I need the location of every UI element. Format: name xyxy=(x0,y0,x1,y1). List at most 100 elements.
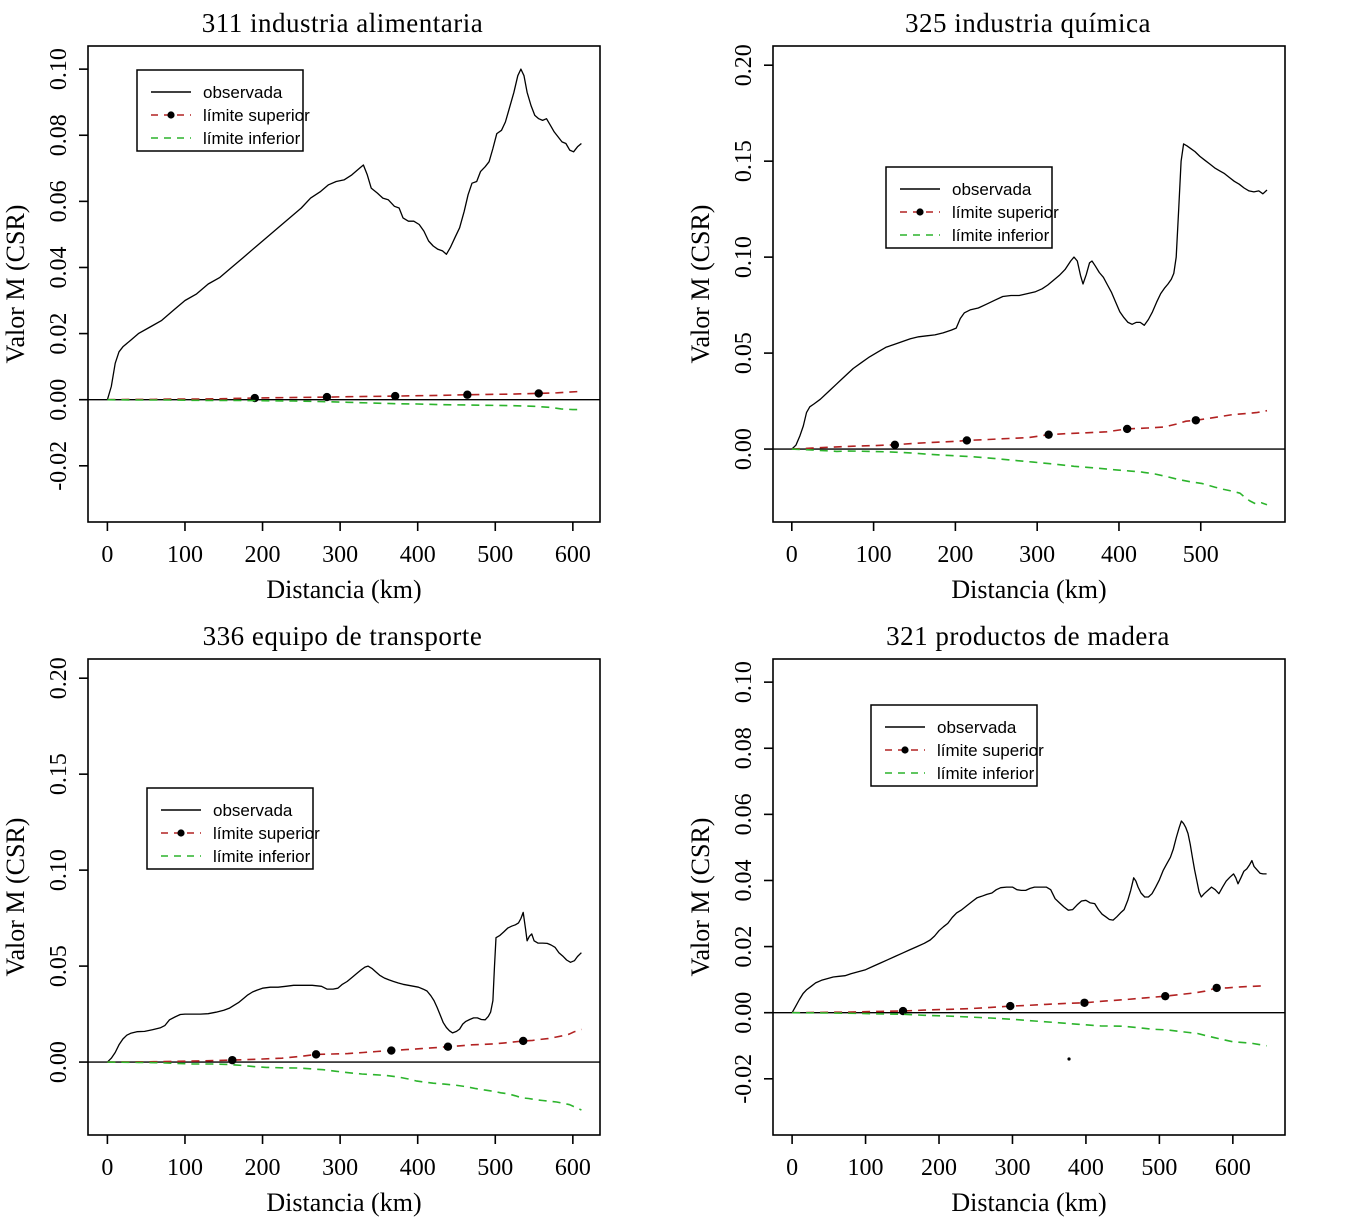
y-tick-label: 0.20 xyxy=(731,44,757,86)
x-tick-label: 100 xyxy=(167,542,203,568)
x-tick-label: 200 xyxy=(245,1155,281,1181)
y-tick-label: 0.08 xyxy=(46,114,72,156)
chart-title: 336 equipo de transporte xyxy=(202,621,483,651)
series-limite-inferior xyxy=(107,398,582,411)
legend-marker-dot xyxy=(177,829,185,837)
legend-marker-dot xyxy=(916,208,924,216)
y-tick-label: 0.00 xyxy=(46,1041,72,1083)
plot-box xyxy=(87,45,601,523)
plot-box xyxy=(772,658,1286,1136)
marker-dot xyxy=(1161,991,1170,1001)
marker-dot xyxy=(898,1006,908,1016)
legend: observada límite superior límite inferior xyxy=(870,704,1044,787)
marker-dot xyxy=(387,1046,396,1055)
x-axis-label: Distancia (km) xyxy=(951,1188,1106,1217)
x-tick-label: 200 xyxy=(937,542,973,568)
plot-box xyxy=(87,658,601,1136)
x-axis-label: Distancia (km) xyxy=(266,575,421,604)
legend-marker-dot xyxy=(167,111,175,119)
x-tick-label: 0 xyxy=(101,542,113,568)
chart-title: 325 industria química xyxy=(905,8,1151,38)
marker-dot xyxy=(1191,416,1201,425)
y-tick-label: 0.00 xyxy=(46,379,72,421)
x-tick-label: 600 xyxy=(555,1155,591,1181)
chart-canvas: 0 100 200 300 400 500 600 0.00 0.05 0.10 0.15 0.20 D… xyxy=(1,657,601,1217)
marker-dot xyxy=(228,1055,237,1065)
y-tick-label: 0.20 xyxy=(46,657,72,699)
marker-dot xyxy=(463,390,472,399)
x-tick-label: 100 xyxy=(856,542,892,568)
legend-label: límite superior xyxy=(952,203,1059,222)
series-limite-inferior xyxy=(107,1061,582,1111)
x-tick-label: 400 xyxy=(400,542,436,568)
marker-dot xyxy=(1006,1001,1015,1011)
series-limite-superior xyxy=(792,984,1267,1014)
y-axis-label: Valor M (CSR) xyxy=(1,818,30,977)
y-tick-label: 0.05 xyxy=(731,332,757,374)
series-observada xyxy=(791,143,1268,450)
y-tick-label: 0.08 xyxy=(731,727,757,769)
x-tick-label: 300 xyxy=(322,542,358,568)
legend: observada límite superior límite inferior xyxy=(136,69,310,152)
legend-label: observada xyxy=(203,83,283,102)
y-tick-label: 0.10 xyxy=(731,661,757,703)
legend: observada límite superior límite inferior xyxy=(146,787,320,870)
legend: observada límite superior límite inferior xyxy=(885,166,1059,249)
x-tick-label: 300 xyxy=(994,1155,1030,1181)
y-tick-label: -0.02 xyxy=(731,1054,757,1104)
y-tick-label: 0.10 xyxy=(731,236,757,278)
marker-dot xyxy=(322,392,332,402)
series-limite-superior xyxy=(107,390,582,401)
y-tick-label: 0.10 xyxy=(46,849,72,891)
series-limite-inferior xyxy=(792,1011,1267,1047)
legend-label: límite inferior xyxy=(203,129,301,148)
x-tick-label: 500 xyxy=(477,542,513,568)
chart-canvas: 0 100 200 300 400 500 0.00 0.05 0.10 0.15 0.20 Dist… xyxy=(686,44,1286,604)
marker-dot xyxy=(443,1042,453,1051)
marker-dot xyxy=(1212,983,1221,993)
y-tick-label: 0.06 xyxy=(46,180,72,222)
marker-dot xyxy=(1122,424,1132,434)
y-tick-label: 0.05 xyxy=(46,945,72,987)
y-tick-label: 0.02 xyxy=(46,313,72,355)
y-tick-label: 0.04 xyxy=(46,246,72,288)
legend-label: límite superior xyxy=(213,824,320,843)
chart-325-industria-quimica: 325 industria química 0 100 200 300 400 500 0.… xyxy=(685,0,1371,613)
x-tick-label: 500 xyxy=(1141,1155,1177,1181)
y-tick-label: 0.10 xyxy=(46,48,72,90)
x-tick-label: 400 xyxy=(1068,1155,1104,1181)
y-axis-label: Valor M (CSR) xyxy=(686,818,715,977)
y-axis-label: Valor M (CSR) xyxy=(686,205,715,364)
chart-canvas: 0 100 200 300 400 500 600 -0.02 0.00 0.02 0.04 0.06… xyxy=(686,658,1286,1217)
x-tick-label: 600 xyxy=(555,542,591,568)
x-tick-label: 200 xyxy=(921,1155,957,1181)
x-tick-label: 0 xyxy=(786,542,798,568)
marker-dot xyxy=(890,440,900,450)
marker-dot xyxy=(1044,430,1053,439)
x-tick-label: 500 xyxy=(1183,542,1219,568)
chart-title: 321 productos de madera xyxy=(886,621,1170,651)
x-tick-label: 400 xyxy=(1101,542,1137,568)
x-tick-label: 500 xyxy=(477,1155,513,1181)
series-observada xyxy=(791,820,1267,1014)
x-tick-label: 300 xyxy=(322,1155,358,1181)
y-axis-label: Valor M (CSR) xyxy=(1,205,30,364)
chart-336-equipo-de-transporte: 336 equipo de transporte 0 100 200 300 400 50… xyxy=(0,613,685,1226)
marker-dot xyxy=(519,1036,528,1046)
legend-label: observada xyxy=(213,801,293,820)
series-limite-superior xyxy=(107,1028,582,1063)
y-tick-label: 0.15 xyxy=(46,753,72,795)
x-axis-label: Distancia (km) xyxy=(951,575,1106,604)
x-tick-label: 100 xyxy=(848,1155,884,1181)
marker-dot xyxy=(1080,998,1089,1007)
y-tick-label: 0.00 xyxy=(731,428,757,470)
x-tick-label: 300 xyxy=(1019,542,1055,568)
y-tick-label: 0.15 xyxy=(731,140,757,182)
series-limite-inferior xyxy=(791,448,1268,506)
y-tick-label: 0.06 xyxy=(731,793,757,835)
legend-label: límite inferior xyxy=(952,226,1050,245)
x-tick-label: 0 xyxy=(101,1155,113,1181)
legend-marker-dot xyxy=(901,746,909,754)
chart-321-productos-de-madera: 321 productos de madera 0 100 200 300 400 500… xyxy=(685,613,1371,1226)
